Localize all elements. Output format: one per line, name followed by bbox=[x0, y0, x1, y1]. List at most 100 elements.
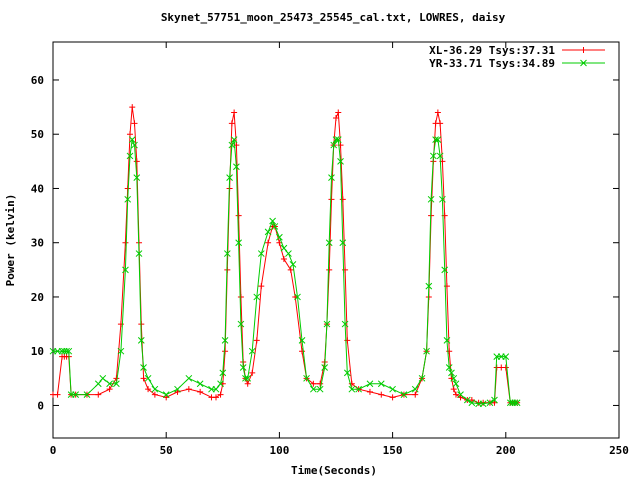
series-2-point bbox=[226, 174, 233, 181]
series-2-point bbox=[427, 195, 435, 203]
series-2-point bbox=[162, 391, 170, 398]
series-2-point bbox=[135, 250, 143, 257]
series-2-point bbox=[443, 337, 451, 344]
series-2-point bbox=[151, 385, 159, 393]
y-axis-ticks: 0 10 20 30 40 50 60 bbox=[31, 74, 619, 412]
series-2-point bbox=[502, 353, 510, 360]
legend-entry-marker bbox=[580, 59, 587, 67]
series-2-point bbox=[321, 364, 329, 371]
series-2-point bbox=[330, 141, 338, 149]
y-tick-label: 50 bbox=[31, 128, 44, 141]
series-1 bbox=[50, 104, 521, 406]
series-2-line bbox=[53, 137, 518, 405]
series-2-point bbox=[122, 266, 129, 274]
series-1-point bbox=[174, 388, 181, 395]
series-2-point bbox=[425, 282, 433, 290]
series-1-point bbox=[235, 212, 242, 219]
y-tick-label: 40 bbox=[31, 182, 44, 195]
legend-entry-label: YR-33.71 Tsys:34.89 bbox=[429, 57, 555, 70]
series-2-point bbox=[230, 136, 238, 143]
series-layer bbox=[49, 104, 521, 408]
series-2-point bbox=[72, 391, 79, 398]
series-2-point bbox=[436, 152, 444, 160]
series-2-point bbox=[94, 380, 102, 388]
series-1-line bbox=[53, 107, 518, 404]
y-tick-label: 60 bbox=[31, 74, 44, 87]
series-1-point bbox=[54, 391, 61, 398]
series-2-point bbox=[468, 399, 476, 407]
x-tick-label: 200 bbox=[496, 444, 516, 457]
series-2-point bbox=[294, 293, 301, 301]
series-1-point bbox=[151, 391, 158, 398]
series-2-point bbox=[137, 337, 145, 344]
series-1-point bbox=[502, 364, 509, 371]
series-1-point bbox=[339, 196, 346, 203]
series-2-point bbox=[411, 385, 419, 393]
series-1-point bbox=[249, 369, 256, 376]
series-2-point bbox=[298, 337, 306, 344]
series-2-point bbox=[239, 364, 247, 371]
series-2-point bbox=[337, 157, 344, 165]
series-2-point bbox=[441, 266, 449, 274]
plot-area-border bbox=[52, 41, 620, 439]
series-2-point bbox=[276, 233, 283, 241]
series-2-point bbox=[235, 239, 243, 247]
series-2-point bbox=[316, 385, 324, 393]
x-tick-label: 250 bbox=[609, 444, 629, 457]
series-2-point bbox=[355, 385, 362, 393]
series-2-point bbox=[339, 239, 347, 247]
y-tick-label: 0 bbox=[37, 399, 44, 412]
series-2-point bbox=[140, 364, 147, 371]
series-2-point bbox=[463, 396, 471, 404]
series-1-point bbox=[412, 391, 419, 398]
series-1-point bbox=[389, 394, 396, 401]
series-1-point bbox=[265, 239, 272, 246]
series-2-point bbox=[196, 380, 204, 388]
y-tick-label: 10 bbox=[31, 345, 44, 358]
series-2-point bbox=[174, 385, 181, 393]
series-1-point bbox=[480, 399, 487, 406]
series-2-point bbox=[341, 320, 349, 328]
series-1-point bbox=[106, 386, 113, 393]
series-1-point bbox=[126, 131, 133, 138]
series-2-point bbox=[432, 136, 439, 143]
series-2-point bbox=[257, 250, 265, 257]
series-2-point bbox=[452, 380, 460, 388]
series-2-point bbox=[106, 380, 113, 388]
series-1-point bbox=[468, 397, 475, 404]
series-2-point bbox=[113, 380, 120, 388]
series-1-point bbox=[197, 388, 204, 395]
series-2-point bbox=[325, 239, 333, 247]
series-1-point bbox=[434, 109, 441, 116]
series-1-point bbox=[344, 337, 351, 344]
legend-entry-marker bbox=[580, 47, 587, 53]
series-2-point bbox=[63, 347, 70, 355]
series-1-point bbox=[258, 283, 265, 290]
series-2 bbox=[49, 136, 521, 408]
series-1-point bbox=[213, 394, 220, 401]
series-2-point bbox=[439, 195, 446, 203]
x-axis-label: Time(Seconds) bbox=[291, 464, 377, 477]
series-1-point bbox=[163, 394, 170, 401]
series-2-point bbox=[264, 228, 272, 236]
series-1-point bbox=[95, 391, 102, 398]
y-tick-label: 20 bbox=[31, 291, 44, 304]
series-2-point bbox=[332, 136, 340, 143]
series-2-point bbox=[99, 374, 107, 382]
series-2-point bbox=[323, 320, 331, 328]
series-1-point bbox=[378, 391, 385, 398]
series-2-point bbox=[124, 195, 132, 203]
series-2-point bbox=[271, 223, 279, 230]
x-tick-label: 50 bbox=[160, 444, 173, 457]
series-2-point bbox=[65, 347, 73, 355]
series-2-point bbox=[513, 399, 521, 407]
series-1-point bbox=[237, 293, 244, 300]
series-1-point bbox=[328, 196, 335, 203]
series-1-point bbox=[310, 380, 317, 387]
series-1-point bbox=[145, 386, 152, 393]
series-2-point bbox=[491, 396, 498, 404]
series-1-point bbox=[317, 380, 324, 387]
series-1-point bbox=[122, 239, 129, 246]
